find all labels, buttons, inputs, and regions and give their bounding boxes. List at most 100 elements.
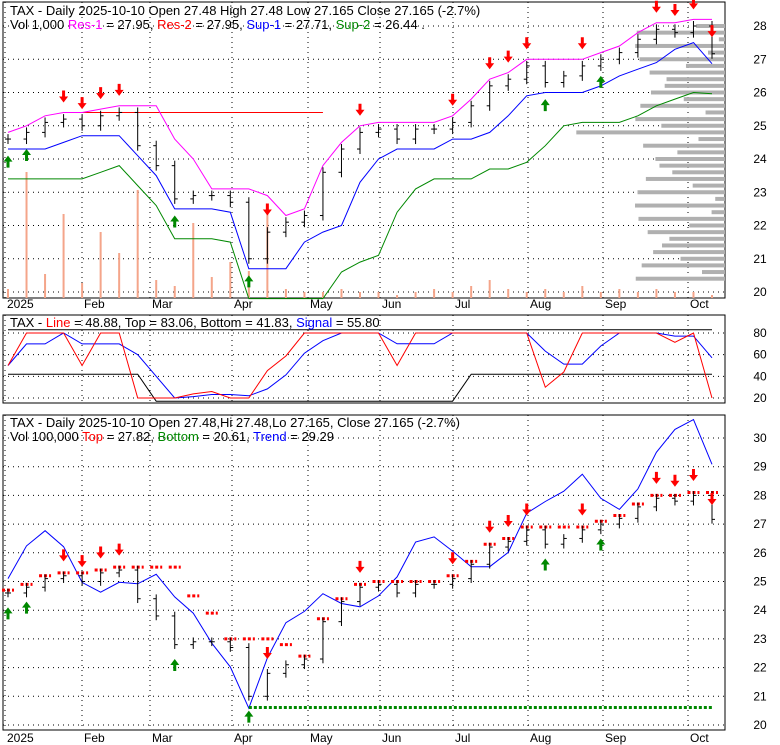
- panel1-y-tick: 20: [753, 285, 767, 299]
- volume-bar: [673, 292, 676, 298]
- volume-profile-bar: [655, 157, 725, 161]
- panel3-month-label: Jun: [382, 731, 401, 745]
- oscillator-line: [7, 332, 713, 399]
- panel3-buy-arrow: [244, 710, 254, 723]
- volume-profile-bar: [645, 176, 725, 181]
- panel1-y-tick: 27: [753, 52, 767, 66]
- volume-profile-bar: [649, 70, 725, 75]
- panel3-buy-arrow: [170, 658, 180, 671]
- volume-bar: [599, 292, 602, 298]
- panel3-month-label: 2025: [7, 731, 34, 745]
- panel1-sell-arrow: [651, 0, 661, 13]
- panel1-month-label: 2025: [7, 297, 34, 311]
- panel3-sell-arrow: [670, 474, 680, 487]
- panel1-month-label: Feb: [84, 297, 105, 311]
- volume-bar: [303, 292, 306, 298]
- panel3-sell-arrow: [355, 560, 365, 573]
- panel2-y-tick: 20: [753, 391, 767, 405]
- volume-bar: [25, 172, 28, 298]
- panel3-y-tick: 23: [753, 632, 767, 646]
- panel3-sell-arrow: [262, 646, 272, 659]
- volume-profile-bar: [680, 256, 725, 261]
- volume-profile-bar: [669, 236, 725, 241]
- volume-bar: [488, 280, 491, 298]
- volume-profile-bar: [636, 30, 725, 35]
- panel3-month-label: Jul: [455, 731, 470, 745]
- panel2-y-tick: 40: [753, 369, 767, 383]
- panel1-buy-arrow: [3, 155, 13, 168]
- panel3-sell-arrow: [114, 543, 124, 556]
- volume-bar: [136, 190, 139, 298]
- volume-profile-bar: [707, 50, 725, 55]
- panel1-y-tick: 25: [753, 119, 767, 133]
- panel1-sell-arrow: [707, 25, 717, 38]
- volume-profile-bar: [661, 123, 725, 128]
- volume-profile-bar: [635, 203, 725, 208]
- sup1-line: [8, 42, 713, 270]
- panel1-sell-arrow: [485, 57, 495, 70]
- panel3-y-tick: 21: [753, 689, 767, 703]
- volume-profile-bar: [635, 117, 725, 122]
- volume-profile-bar: [702, 270, 725, 275]
- volume-bar: [229, 262, 232, 298]
- panel1-sell-arrow: [59, 90, 69, 103]
- trend-line: [7, 418, 713, 710]
- volume-bar: [81, 283, 84, 298]
- panel3-month-label: Mar: [152, 731, 173, 745]
- panel1-month-label: Apr: [234, 297, 253, 311]
- panel3-month-label: Apr: [234, 731, 253, 745]
- panel3-y-tick: 26: [753, 546, 767, 560]
- volume-bar: [396, 295, 399, 298]
- panel1-month-label: Mar: [152, 297, 173, 311]
- volume-profile-bar: [647, 230, 725, 235]
- panel3-month-label: May: [310, 731, 333, 745]
- panel1-month-label: May: [310, 297, 333, 311]
- panel3-sell-arrow: [59, 549, 69, 562]
- panel1-title: TAX - Daily 2025-10-10 Open 27.48 High 2…: [10, 3, 480, 18]
- volume-profile-bar: [698, 137, 725, 142]
- panel1-sell-arrow: [355, 103, 365, 116]
- panel3-sell-arrow: [96, 546, 106, 559]
- panel2-y-tick: 80: [753, 326, 767, 340]
- panel1-frame: [2, 1, 726, 299]
- panel1-month-label: Jul: [455, 297, 470, 311]
- volume-bar: [210, 277, 213, 298]
- volume-profile-bar: [715, 196, 725, 201]
- volume-profile-bar: [705, 110, 725, 115]
- panel1-month-label: Oct: [690, 297, 709, 311]
- panel3-y-tick: 25: [753, 575, 767, 589]
- volume-profile-bar: [718, 37, 725, 42]
- volume-profile-bar: [643, 143, 725, 148]
- panel3-buy-arrow: [22, 601, 32, 614]
- panel3-month-label: Oct: [690, 731, 709, 745]
- volume-bar: [173, 286, 176, 298]
- panel1-y-tick: 23: [753, 185, 767, 199]
- panel1-buy-arrow: [596, 75, 606, 88]
- panel1-sell-arrow: [114, 83, 124, 96]
- volume-profile-bar: [650, 90, 725, 95]
- panel2-legend: TAX - Line = 48.88, Top = 83.06, Bottom …: [10, 315, 380, 330]
- volume-bar: [581, 286, 584, 298]
- volume-profile-bar: [638, 216, 725, 221]
- volume-bar: [636, 292, 639, 298]
- volume-bar: [377, 292, 380, 298]
- volume-profile-bar: [576, 130, 725, 135]
- panel3-sell-arrow: [448, 552, 458, 565]
- volume-bar: [544, 289, 547, 298]
- panel3-sell-arrow: [503, 514, 513, 527]
- volume-profile-bar: [639, 57, 725, 62]
- volume-bar: [62, 214, 65, 298]
- panel3-buy-arrow: [596, 538, 606, 551]
- panel3-sell-arrow: [688, 469, 698, 482]
- volume-bar: [414, 292, 417, 298]
- volume-profile-bar: [711, 210, 725, 215]
- oscillator-panel: 20 40 60 80: [2, 314, 767, 405]
- panel1-sell-arrow: [448, 93, 458, 106]
- panel1-y-tick: 21: [753, 252, 767, 266]
- panel3-sell-arrow: [577, 503, 587, 516]
- volume-profile-bar: [672, 170, 725, 175]
- panel3-sell-arrow: [522, 503, 532, 516]
- volume-bar: [507, 289, 510, 298]
- price-panel: 20 21 22 23 24 25 26 27 28 2025 Feb Mar Apr May Jun Jul…: [2, 0, 767, 311]
- volume-bar: [618, 289, 621, 298]
